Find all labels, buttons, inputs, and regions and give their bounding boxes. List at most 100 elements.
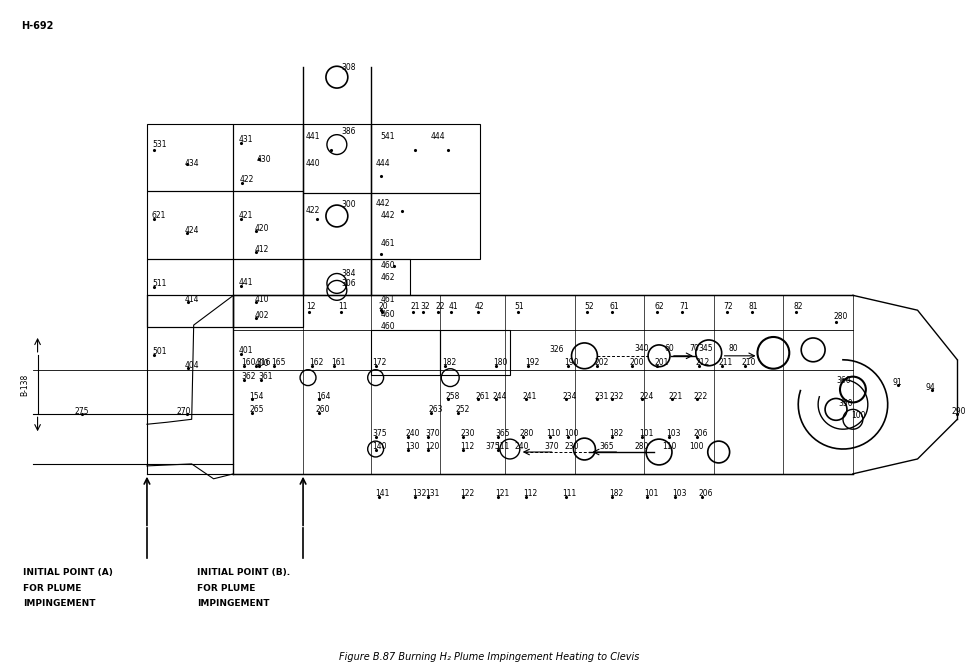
Text: INITIAL POINT (A): INITIAL POINT (A)	[22, 568, 112, 577]
Text: FOR PLUME: FOR PLUME	[196, 584, 255, 593]
Text: 461: 461	[380, 295, 395, 304]
Bar	[147, 124, 234, 191]
Text: 82: 82	[792, 302, 802, 311]
Text: 360: 360	[835, 376, 850, 385]
Text: 252: 252	[454, 405, 469, 414]
Bar	[147, 259, 234, 327]
Text: 206: 206	[693, 429, 707, 438]
Text: 182: 182	[442, 358, 456, 367]
Bar	[370, 193, 480, 259]
Bar	[147, 191, 234, 259]
Text: 221: 221	[668, 391, 683, 401]
Text: 154: 154	[249, 391, 264, 401]
Text: 326: 326	[549, 345, 564, 354]
Text: 130: 130	[405, 442, 419, 451]
Text: 442: 442	[375, 199, 390, 208]
Text: 141: 141	[375, 489, 390, 498]
Text: 375: 375	[372, 429, 387, 438]
Text: 362: 362	[241, 372, 256, 381]
Text: 182: 182	[609, 429, 623, 438]
Text: 422: 422	[239, 175, 254, 185]
Text: 621: 621	[151, 211, 166, 220]
Text: 462: 462	[380, 272, 395, 282]
Text: 101: 101	[644, 489, 658, 498]
Text: 230: 230	[564, 442, 578, 451]
Text: 421: 421	[238, 211, 252, 220]
Text: 61: 61	[609, 302, 618, 311]
Text: 111: 111	[562, 489, 576, 498]
Text: 442: 442	[380, 211, 395, 220]
Text: 70: 70	[688, 344, 698, 353]
Text: 434: 434	[185, 159, 199, 169]
Text: 230: 230	[460, 429, 474, 438]
Text: 80: 80	[728, 344, 738, 353]
Text: 290: 290	[951, 407, 965, 416]
Text: 265: 265	[249, 405, 264, 414]
Text: 132: 132	[412, 489, 426, 498]
Text: 112: 112	[460, 442, 474, 451]
Text: 422: 422	[306, 206, 320, 215]
Text: 165: 165	[271, 358, 285, 367]
Text: 190: 190	[564, 358, 578, 367]
Text: 401: 401	[238, 346, 253, 355]
Text: 420: 420	[254, 224, 269, 233]
Text: 460: 460	[380, 261, 395, 270]
Text: 111: 111	[494, 442, 509, 451]
Bar	[303, 193, 370, 259]
Text: 232: 232	[609, 391, 623, 401]
Text: 41: 41	[447, 302, 457, 311]
Bar	[147, 295, 234, 327]
Text: 12: 12	[306, 302, 316, 311]
Text: 501: 501	[151, 347, 166, 356]
Text: 430: 430	[256, 155, 271, 163]
Text: 222: 222	[693, 391, 707, 401]
Text: 308: 308	[342, 63, 356, 72]
Text: 280: 280	[633, 442, 648, 451]
Text: 110: 110	[661, 442, 676, 451]
Text: 94: 94	[924, 383, 934, 391]
Text: 71: 71	[678, 302, 688, 311]
Text: 20: 20	[378, 302, 388, 311]
Text: 200: 200	[628, 358, 643, 367]
Text: 404: 404	[185, 361, 199, 370]
Text: 110: 110	[546, 429, 561, 438]
Bar	[370, 330, 440, 375]
Text: 206: 206	[699, 489, 712, 498]
Text: 103: 103	[665, 429, 680, 438]
Text: 511: 511	[151, 280, 166, 288]
Text: 112: 112	[523, 489, 536, 498]
Text: 162: 162	[309, 358, 323, 367]
Bar	[234, 124, 303, 191]
Bar	[234, 295, 303, 327]
Bar	[440, 330, 509, 375]
Text: 410: 410	[254, 295, 269, 304]
Text: 52: 52	[584, 302, 593, 311]
Bar	[303, 124, 370, 193]
Text: 275: 275	[74, 407, 89, 416]
Bar	[234, 259, 303, 327]
Text: 164: 164	[316, 391, 330, 401]
Text: 424: 424	[185, 226, 199, 235]
Text: 121: 121	[494, 489, 509, 498]
Text: 300: 300	[342, 199, 356, 209]
Text: 260: 260	[316, 405, 330, 414]
Text: 120: 120	[425, 442, 440, 451]
Text: 160: 160	[241, 358, 256, 367]
Text: 441: 441	[238, 278, 253, 288]
Text: IMPINGEMENT: IMPINGEMENT	[196, 599, 269, 608]
Text: 531: 531	[151, 140, 166, 149]
Text: 42: 42	[475, 302, 485, 311]
Text: 201: 201	[654, 358, 667, 367]
Bar	[370, 124, 480, 193]
Text: 91: 91	[892, 377, 902, 387]
Text: 350: 350	[837, 399, 852, 409]
Text: 244: 244	[492, 391, 507, 401]
Text: 461: 461	[380, 239, 395, 248]
Text: 72: 72	[723, 302, 733, 311]
Text: FOR PLUME: FOR PLUME	[22, 584, 81, 593]
Text: 386: 386	[342, 127, 356, 136]
Text: 258: 258	[445, 391, 459, 401]
Text: 103: 103	[671, 489, 686, 498]
Text: 100: 100	[564, 429, 578, 438]
Text: 62: 62	[654, 302, 663, 311]
